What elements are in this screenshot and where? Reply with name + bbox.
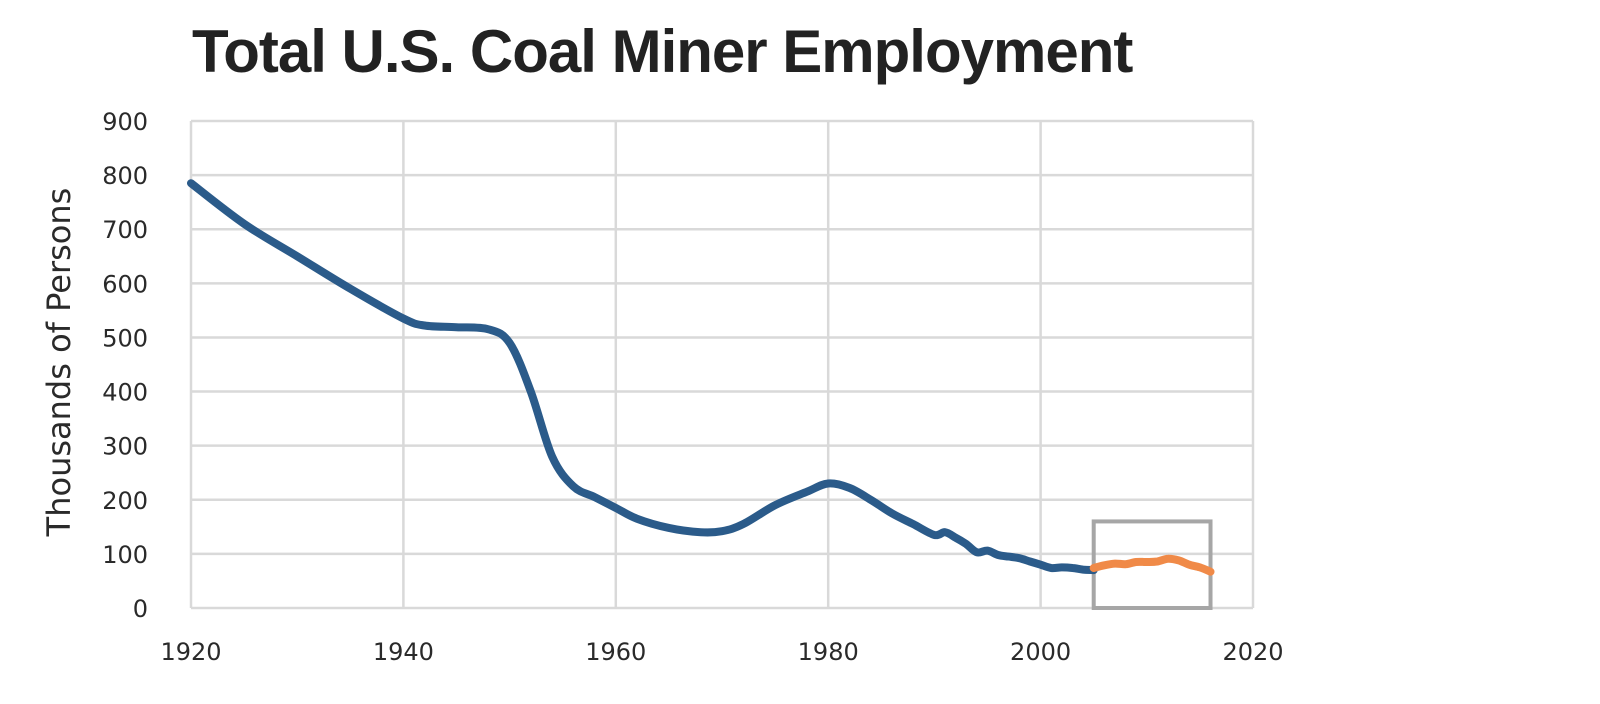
- y-tick-label-8: 800: [102, 162, 148, 190]
- y-tick-label-0: 0: [133, 595, 148, 623]
- series-group: [187, 179, 1215, 576]
- y-tick-label-6: 600: [102, 270, 148, 298]
- x-tick-label-0: 1920: [160, 638, 221, 666]
- x-tick-label-3: 1980: [798, 638, 859, 666]
- y-tick-label-3: 300: [102, 433, 148, 461]
- x-tick-label-5: 2020: [1222, 638, 1283, 666]
- y-tick-label-5: 500: [102, 324, 148, 352]
- x-tick-label-4: 2000: [1010, 638, 1071, 666]
- y-tick-label-4: 400: [102, 379, 148, 407]
- y-axis-title: Thousands of Persons: [40, 188, 78, 538]
- y-tick-labels: 0 100 200 300 400 500 600 700 800 900: [102, 108, 148, 623]
- series-line-0: [187, 179, 1098, 575]
- series-line-1: [1089, 554, 1215, 576]
- x-tick-label-2: 1960: [585, 638, 646, 666]
- chart-title: Total U.S. Coal Miner Employment: [192, 18, 1133, 85]
- y-tick-label-9: 900: [102, 108, 148, 136]
- y-tick-label-1: 100: [102, 541, 148, 569]
- y-tick-label-2: 200: [102, 487, 148, 515]
- x-tick-label-1: 1940: [373, 638, 434, 666]
- x-tick-labels: 1920 1940 1960 1980 2000 2020: [160, 638, 1283, 666]
- gridlines: [189, 119, 1255, 610]
- y-tick-label-7: 700: [102, 216, 148, 244]
